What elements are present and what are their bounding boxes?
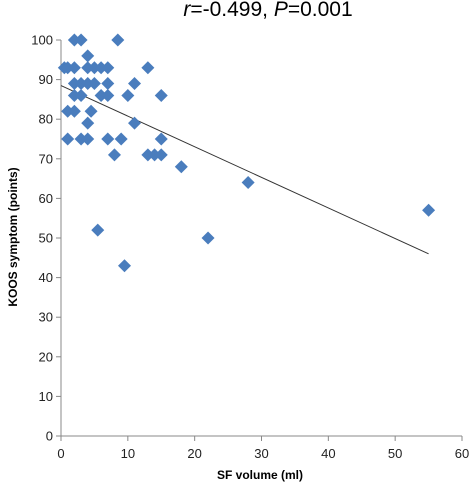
y-tick-label: 0 [46,429,53,444]
data-point [61,132,75,146]
y-tick-label: 90 [39,72,53,87]
x-tick-label: 60 [455,446,469,461]
title-r-value: =-0.499, [190,0,273,21]
y-tick-label: 10 [39,389,53,404]
data-point [94,88,108,102]
y-tick-label: 20 [39,349,53,364]
data-point [67,104,81,118]
x-tick-label: 50 [388,446,402,461]
data-point [101,88,115,102]
x-tick-label: 30 [254,446,268,461]
data-point [121,88,135,102]
data-point [154,148,168,162]
data-point [81,49,95,63]
data-point [174,160,188,174]
y-tick-label: 40 [39,270,53,285]
x-axis-label: SF volume (ml) [217,468,303,482]
data-points [57,33,436,273]
data-point [84,104,98,118]
data-point [101,132,115,146]
data-point [81,77,95,91]
data-point [117,259,131,273]
data-point [148,148,162,162]
data-point [61,104,75,118]
data-point [128,77,142,91]
plot-axes [56,39,463,441]
y-tick-label: 80 [39,112,53,127]
data-point [101,61,115,75]
data-point [101,77,115,91]
y-axis-label: KOOS symptom (points) [6,167,20,306]
x-tick-label: 20 [187,446,201,461]
data-point [81,132,95,146]
data-point [61,61,75,75]
data-point [67,88,81,102]
title-p-symbol: P [274,0,288,21]
x-tick-label: 40 [321,446,335,461]
data-point [128,116,142,130]
data-point [81,116,95,130]
data-point [114,132,128,146]
title-r-symbol: r [183,0,191,21]
data-point [87,61,101,75]
data-point [154,132,168,146]
data-point [87,77,101,91]
data-point [94,61,108,75]
data-point [154,88,168,102]
data-point [81,61,95,75]
trendline-layer [60,85,429,255]
data-point [74,132,88,146]
data-point [67,77,81,91]
data-point [67,33,81,47]
y-tick-label: 50 [39,231,53,246]
data-point [422,203,436,217]
x-tick-label: 0 [57,446,64,461]
y-tick-label: 30 [39,310,53,325]
data-point [74,77,88,91]
data-point [241,176,255,190]
trendline [60,85,429,255]
x-tick-label: 10 [121,446,135,461]
data-point [67,61,81,75]
y-tick-labels: 0 10 20 30 40 50 60 70 80 90 100 [31,33,53,444]
data-point [74,33,88,47]
data-point [141,61,155,75]
y-tick-label: 60 [39,191,53,206]
x-tick-labels: 0 10 20 30 40 50 60 [57,446,469,461]
y-tick-label: 70 [39,151,53,166]
title-p-value: =0.001 [288,0,353,21]
data-point [91,223,105,237]
data-point [74,88,88,102]
data-point [141,148,155,162]
data-point [111,33,125,47]
data-point [107,148,121,162]
chart-title: r=-0.499, P=0.001 [183,0,352,21]
y-tick-label: 100 [31,33,53,48]
data-point [201,231,215,245]
